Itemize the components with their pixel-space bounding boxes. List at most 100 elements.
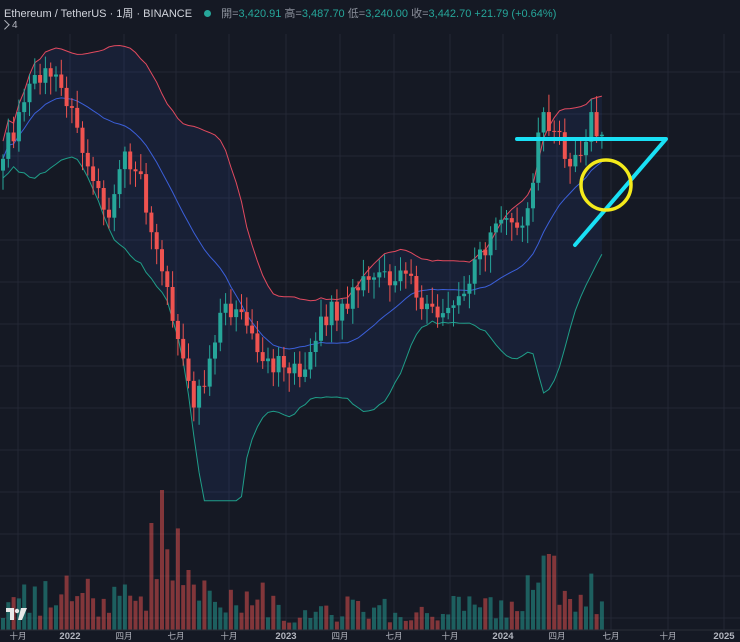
candle: [440, 298, 445, 326]
candle-body: [356, 287, 361, 291]
time-tick-label: 十月: [9, 631, 26, 641]
candle-body: [568, 158, 573, 167]
candle-body: [387, 271, 392, 286]
candle-body: [393, 281, 398, 286]
volume-bar: [250, 605, 255, 630]
volume-bar: [462, 610, 467, 630]
volume-bar: [573, 611, 578, 630]
candle: [361, 259, 366, 297]
candle-body: [546, 112, 551, 131]
candle: [181, 323, 186, 366]
candle-body: [573, 154, 578, 167]
volume-bar: [568, 599, 573, 630]
candle-body: [101, 188, 106, 210]
candle-body: [85, 152, 90, 167]
candle-body: [292, 363, 297, 374]
volume-bar: [419, 606, 424, 630]
symbol-title[interactable]: Ethereum / TetherUS · 1周 · BINANCE: [4, 8, 193, 20]
volume-bar: [493, 618, 498, 630]
candle: [308, 338, 313, 379]
candle: [451, 300, 456, 327]
volume-bar: [393, 612, 398, 630]
candle: [536, 117, 541, 191]
volume-bar: [197, 600, 202, 630]
candle: [22, 88, 27, 122]
candle-body: [207, 358, 212, 387]
indicators-toggle[interactable]: 4: [0, 19, 18, 31]
candle-body: [414, 276, 419, 298]
candle: [186, 343, 191, 389]
candle: [472, 247, 477, 295]
candle-body: [366, 276, 371, 280]
candle-body: [287, 367, 292, 374]
close-value: 3,442.70: [428, 8, 472, 20]
volume-bar: [509, 601, 514, 630]
volume-bar: [483, 598, 488, 630]
volume-bar: [499, 600, 504, 630]
volume-bar: [170, 580, 175, 630]
candle: [398, 257, 403, 291]
candle: [345, 286, 350, 314]
candle-body: [64, 87, 69, 107]
time-tick-label: 2025: [713, 631, 735, 642]
volume-bar: [472, 604, 477, 630]
candle: [144, 163, 149, 225]
candle: [112, 184, 117, 232]
candle-body: [32, 75, 37, 84]
candle: [223, 293, 228, 326]
volume-bar: [350, 599, 355, 630]
lower-band-line: [2, 156, 603, 502]
time-tick-label: 七月: [167, 631, 184, 641]
volume-bar: [478, 607, 482, 630]
high-label: 高=: [284, 8, 302, 20]
candle-body: [149, 212, 154, 233]
candle: [319, 299, 323, 347]
candle-body: [467, 283, 472, 294]
candle: [91, 156, 96, 195]
candle-body: [403, 270, 408, 274]
volume-bar: [138, 596, 143, 630]
volume-bar: [154, 579, 159, 630]
candle: [446, 291, 451, 320]
candle-body: [446, 307, 451, 314]
candle-body: [1, 158, 5, 171]
volume-bar: [345, 596, 350, 630]
candle-body: [244, 312, 249, 326]
candle-body: [504, 218, 509, 220]
candle-body: [324, 316, 329, 326]
candle-body: [552, 130, 557, 132]
candle-body: [456, 296, 461, 306]
candle: [584, 129, 588, 166]
volume-bar: [594, 614, 599, 630]
volume-bar: [340, 616, 345, 630]
volume-bar: [387, 622, 392, 630]
candle-body: [218, 312, 223, 343]
volume-bar: [38, 615, 43, 630]
candle: [260, 337, 265, 369]
volume-bar: [239, 612, 244, 630]
volume-bar: [356, 601, 361, 630]
candle-body: [578, 154, 583, 156]
candle-body: [27, 83, 32, 103]
candle-body: [91, 166, 96, 181]
volume-bar: [557, 604, 562, 630]
candle-body: [54, 74, 58, 77]
volume-bar: [536, 582, 541, 630]
candle: [340, 298, 345, 340]
time-tick-label: 七月: [385, 631, 402, 641]
candle-body: [75, 107, 80, 128]
candle-body: [520, 225, 525, 228]
volume-bar: [377, 605, 382, 630]
candle-body: [334, 301, 339, 321]
tradingview-logo-icon[interactable]: [6, 607, 28, 621]
time-tick-label: 四月: [331, 631, 348, 641]
candle-body: [154, 232, 159, 250]
volume-bar: [409, 620, 414, 630]
chevron-down-icon: [0, 19, 10, 30]
time-tick-label: 十月: [659, 631, 676, 641]
volume-bar: [361, 611, 366, 630]
volume-bar: [541, 555, 546, 630]
candle: [350, 279, 355, 324]
volume-bar: [228, 589, 233, 630]
